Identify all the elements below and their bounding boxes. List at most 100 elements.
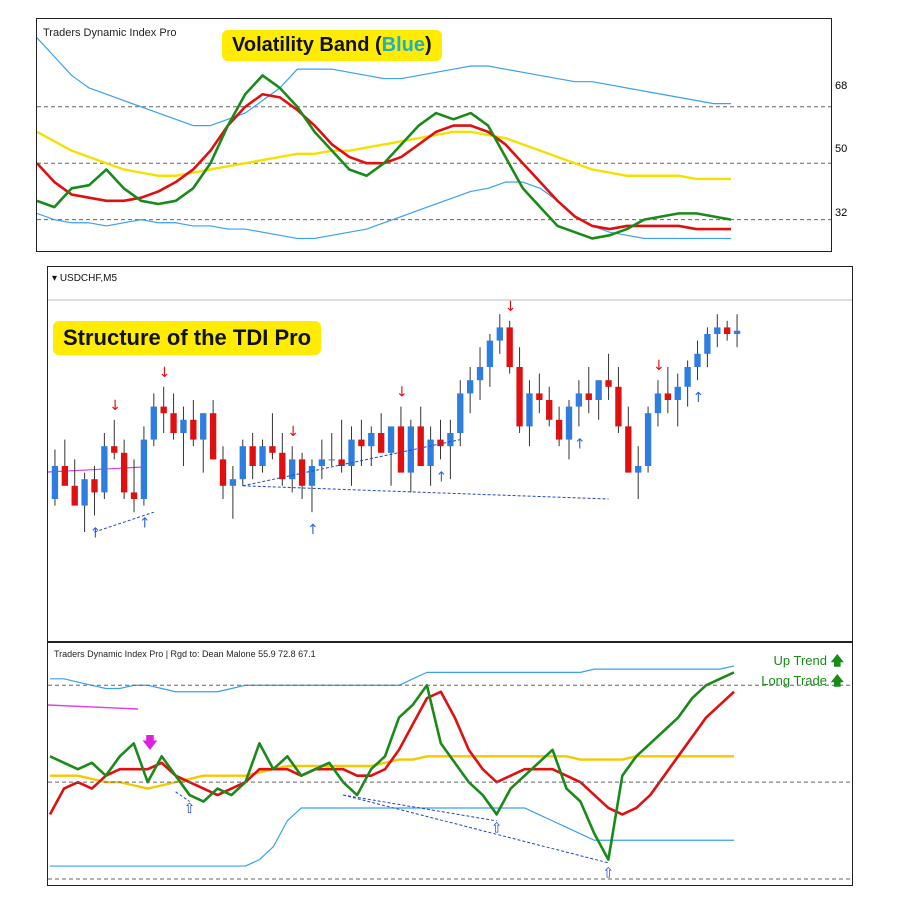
candle-body [407,426,414,473]
candle [229,466,237,519]
tdi-bottom-chart: ⇧ ⇧ ⇧ 🡇 [48,665,852,882]
candle [674,373,681,427]
candle [496,314,503,354]
candle-body [704,334,711,354]
candle [318,439,326,480]
up-trend-label: Up Trend 🡅 [774,652,844,674]
candle-body [249,446,256,466]
candle [51,449,59,506]
candle-body [338,459,345,466]
candle [289,446,296,493]
tdi-bottom-label: Traders Dynamic Index Pro | Rgd to: Dean… [54,649,316,659]
candle [447,419,454,480]
candle-body [437,439,444,447]
buy-arrow-icon: ↑ [435,469,447,485]
candle [338,419,345,473]
buy-arrow-icon: ⇧ [184,801,196,817]
candle-body [190,419,197,440]
buy-arrow-icon: ↑ [89,526,101,542]
candle-body [51,466,59,499]
market_base-line [37,130,731,181]
candle-body [239,446,246,480]
candle [387,426,395,486]
candle-body [397,426,405,473]
candle [457,380,464,447]
candle [81,472,88,532]
buy-arrow-icon: ↑ [693,390,705,406]
candle-body [496,327,503,341]
candle [190,400,197,447]
dropdown-triangle-icon[interactable]: ▾ [52,273,58,284]
candle-body [91,479,98,493]
candle-body [269,446,276,453]
candle-body [506,327,513,367]
candle [526,380,533,447]
candle-body [625,426,632,473]
candle [625,406,632,473]
candle [565,400,573,460]
candle [209,400,217,460]
candle [654,380,662,427]
candle-body [279,452,286,480]
candle-body [694,353,701,367]
level-68: 68 [835,80,848,92]
candle [348,426,355,486]
candle-body [209,413,217,460]
candle-body [595,380,602,400]
candle-body [200,413,207,440]
candle-body [605,380,612,387]
candle-body [516,367,523,427]
level-32: 32 [835,207,848,219]
candle [298,452,306,499]
candle [249,433,256,480]
callout-prefix: Volatility Band ( [232,34,382,56]
candle [714,314,721,348]
candle-body [229,479,237,486]
trend-dotted-line [94,511,154,533]
candle [635,446,642,499]
candle-body [140,439,148,499]
candle-body [575,393,583,407]
candle-body [447,433,454,447]
candle [378,413,385,453]
candle-body [298,459,306,486]
up-arrow-icon: 🡅 [830,673,844,688]
callout-suffix: ) [424,34,432,56]
candle-body [457,393,464,433]
candle-body [368,433,375,447]
candle-body [674,386,681,400]
symbol-label: USDCHF,M5 [59,273,118,284]
candle-body [654,393,662,414]
candle [407,419,414,493]
buy-arrow-icon: ⇧ [491,820,503,836]
candle [111,419,118,460]
volatility_upper-line [50,665,735,693]
candle-body [417,426,424,466]
sell-arrow-icon: ↓ [505,299,517,315]
candle-body [81,479,88,506]
candle [259,439,266,473]
candle-body [71,485,78,506]
candle [200,413,207,473]
tdi-top-label: Traders Dynamic Index Pro [43,27,177,39]
sell-arrow-icon: ↓ [159,365,171,381]
buy-arrow-icon: ↑ [139,516,151,532]
up-trend-text: Up Trend [773,653,827,668]
candle [120,439,128,499]
tdi-bottom-panel: ⇧ ⇧ ⇧ 🡇 Traders Dynamic Index Pro | Rgd to:… [47,642,853,886]
candle [71,459,78,506]
candle-body [328,459,335,461]
candle [61,439,68,486]
candle-body [289,459,296,480]
structure-callout: Structure of the TDI Pro [53,321,322,355]
sell-arrow-icon: ↓ [287,424,299,440]
candle-body [555,419,563,440]
signal-line [48,690,735,816]
candle [664,367,672,414]
candle-body [61,466,68,486]
candle-body [101,446,108,493]
candle [704,327,711,367]
candle [427,426,434,486]
candle [180,406,187,466]
candle [546,386,553,427]
